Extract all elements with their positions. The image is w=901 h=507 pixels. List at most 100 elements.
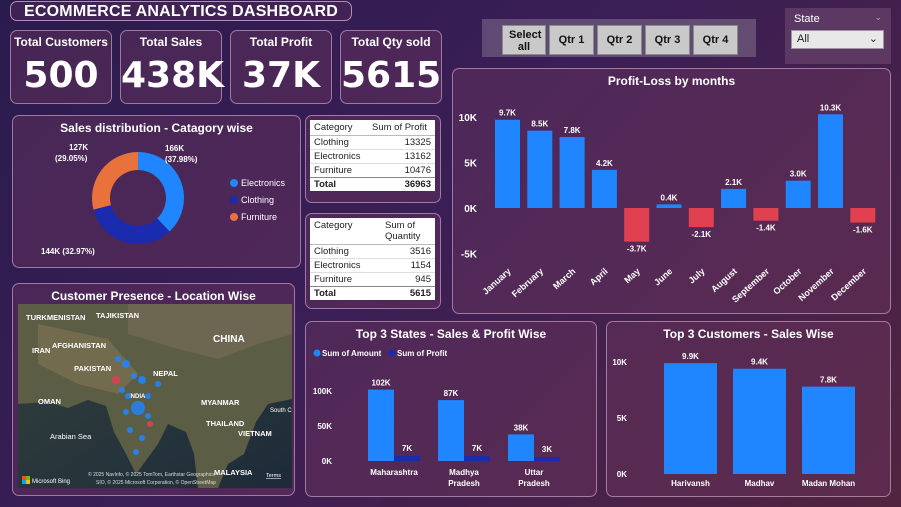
table-row: Clothing 3516 xyxy=(310,244,435,259)
x-tick-label: Madhya xyxy=(449,468,479,477)
location-map[interactable]: TURKMENISTAN TAJIKISTAN IRAN AFGHANISTAN… xyxy=(18,304,292,488)
bar-november[interactable] xyxy=(818,114,843,208)
bing-brand: Microsoft Bing xyxy=(32,479,70,485)
bar-april[interactable] xyxy=(591,169,617,208)
bar-july[interactable] xyxy=(688,208,714,228)
x-tick-label: August xyxy=(709,266,739,294)
bar-june[interactable] xyxy=(656,204,682,208)
data-label: 7.8K xyxy=(820,376,837,385)
customer-bar[interactable] xyxy=(733,368,786,474)
map-label: THAILAND xyxy=(206,419,245,428)
data-label: 3K xyxy=(542,445,552,454)
bar-december[interactable] xyxy=(850,208,876,223)
bar-october[interactable] xyxy=(785,180,811,208)
terrain-shading xyxy=(38,324,138,394)
donut-slice-furniture[interactable] xyxy=(92,152,138,210)
profit-loss-panel: Profit-Loss by months 10K 5K 0K -5K 9.7K Janu… xyxy=(452,68,891,314)
table-header: Sum of Profit xyxy=(367,120,435,136)
profit-bar[interactable] xyxy=(394,456,420,461)
x-tick-label: Pradesh xyxy=(448,479,480,488)
bar-march[interactable] xyxy=(559,137,585,208)
table-row: Electronics 13162 xyxy=(310,149,435,164)
x-tick-label: June xyxy=(652,266,674,287)
donut-legend: Electronics Clothing Furniture xyxy=(230,178,286,222)
kpi-label: Total Profit xyxy=(249,35,313,49)
top-customers-panel: Top 3 Customers - Sales Wise 10K 5K 0K 9.9K… xyxy=(606,321,891,497)
profit-bar[interactable] xyxy=(534,457,560,461)
table-row: Clothing 13325 xyxy=(310,135,435,150)
data-label: 9.4K xyxy=(751,358,768,367)
amount-bar[interactable] xyxy=(508,434,534,461)
chart-legend: Sum of Amount Sum of Profit xyxy=(313,349,448,358)
map-terms-link[interactable]: Terms xyxy=(266,473,281,479)
map-label: INDIA xyxy=(129,394,146,400)
bar-may[interactable] xyxy=(624,208,650,242)
data-label: 9.7K xyxy=(499,109,516,118)
button-label: Qtr 1 xyxy=(558,34,585,46)
y-tick-label: 5K xyxy=(617,414,627,423)
qtr1-button[interactable]: Qtr 1 xyxy=(549,25,594,55)
x-tick-label: Madhav xyxy=(745,479,775,488)
legend-amount-marker xyxy=(313,349,321,357)
data-label: 38K xyxy=(514,423,529,432)
y-tick-label: 0K xyxy=(322,457,332,466)
kpi-value: 37K xyxy=(242,55,320,96)
amount-bar[interactable] xyxy=(438,400,464,461)
data-label: -2.1K xyxy=(692,230,712,239)
map-label: NEPAL xyxy=(153,369,178,378)
customer-location-markers[interactable] xyxy=(112,356,161,455)
bar-august[interactable] xyxy=(721,188,747,208)
dashboard-title: ECOMMERCE ANALYTICS DASHBOARD xyxy=(10,1,352,21)
legend-amount: Sum of Amount xyxy=(322,349,382,358)
bar-february[interactable] xyxy=(527,130,553,208)
state-collapse-icon[interactable]: ⌄ xyxy=(874,12,882,22)
button-label: Select all xyxy=(509,29,542,53)
customer-presence-panel: Customer Presence - Location Wise TURKME… xyxy=(12,283,295,496)
select-all-button[interactable]: Select all xyxy=(502,25,546,55)
profit-table: Category Sum of Profit Clothing 13325 Elec… xyxy=(310,120,435,191)
himalaya-region xyxy=(128,304,292,359)
customer-bar[interactable] xyxy=(802,386,855,474)
donut-slice-clothing[interactable] xyxy=(93,205,170,244)
legend-furniture: Furniture xyxy=(241,212,277,222)
map-credit: SIO, © 2025 Microsoft Corporation, © Ope… xyxy=(96,479,216,486)
donut-slice-electronics[interactable] xyxy=(138,152,184,232)
map-label: IRAN xyxy=(32,346,50,355)
map-label: CHINA xyxy=(213,334,245,345)
profit-bar[interactable] xyxy=(464,456,490,461)
legend-profit: Sum of Profit xyxy=(397,349,448,358)
bar-january[interactable] xyxy=(495,119,520,208)
data-label: 102K xyxy=(371,379,390,388)
legend-profit-marker xyxy=(388,349,396,357)
customer-bar[interactable] xyxy=(664,363,717,474)
button-label: Qtr 4 xyxy=(702,34,729,46)
x-tick-label: Maharashtra xyxy=(370,468,418,477)
y-tick-label: 10K xyxy=(459,113,478,124)
button-label: Qtr 2 xyxy=(606,34,633,46)
table-row: Furniture 945 xyxy=(310,272,435,287)
table-total-row: Total 36963 xyxy=(310,177,435,191)
kpi-label: Total Customers xyxy=(14,35,108,49)
kpi-label: Total Qty sold xyxy=(351,35,431,49)
x-tick-label: Uttar xyxy=(525,468,544,477)
qtr2-button[interactable]: Qtr 2 xyxy=(597,25,642,55)
state-selected-value: All xyxy=(797,33,810,45)
x-tick-label: January xyxy=(480,266,512,297)
top-customers-chart: 10K 5K 0K 9.9K Harivansh 9.4K Madhav 7.8K Madan … xyxy=(612,352,855,488)
table-row: Furniture 10476 xyxy=(310,163,435,178)
kpi-value: 500 xyxy=(23,55,99,96)
map-label: South China Sea xyxy=(270,408,292,414)
qtr4-button[interactable]: Qtr 4 xyxy=(693,25,738,55)
data-label: 4.2K xyxy=(596,159,613,168)
state-dropdown[interactable]: All ⌄ xyxy=(791,30,884,49)
y-tick-label: 0K xyxy=(617,470,627,479)
data-label: 2.1K xyxy=(725,178,742,187)
kpi-total-sales: Total Sales 438K xyxy=(120,30,224,104)
data-label: -3.7K xyxy=(627,245,647,254)
qtr3-button[interactable]: Qtr 3 xyxy=(645,25,690,55)
sales-distribution-panel: Sales distribution - Catagory wise 166K … xyxy=(12,115,301,268)
amount-bar[interactable] xyxy=(368,389,394,461)
data-label: 8.5K xyxy=(531,120,548,129)
data-label: 10.3K xyxy=(820,103,842,112)
bar-september[interactable] xyxy=(753,208,779,221)
